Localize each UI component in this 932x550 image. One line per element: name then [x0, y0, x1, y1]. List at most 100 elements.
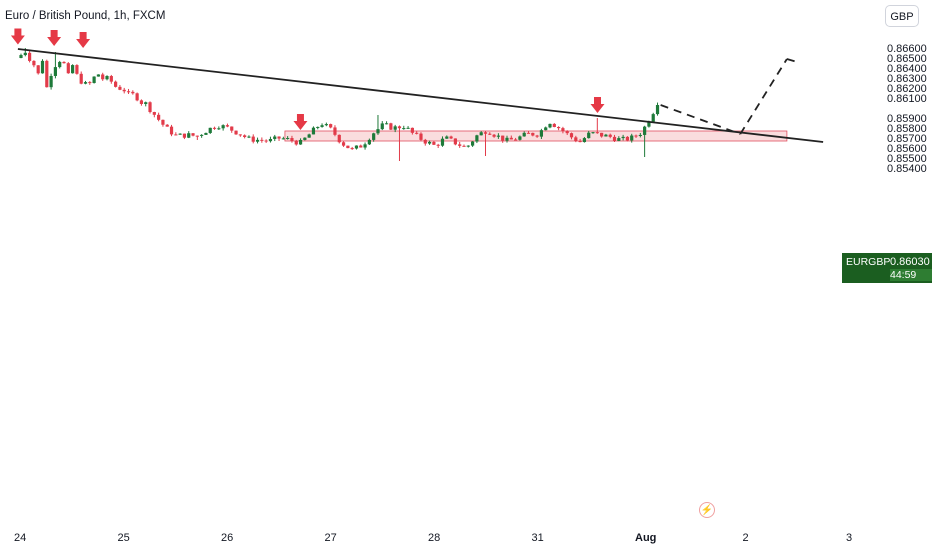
candle [367, 138, 371, 146]
candle [105, 75, 109, 81]
candle [238, 134, 242, 137]
candle [634, 134, 638, 138]
candle-body [281, 138, 285, 140]
candle [135, 92, 139, 102]
candle [260, 137, 264, 143]
candle-body [36, 65, 40, 74]
candle [582, 137, 587, 143]
candle-body [363, 144, 367, 148]
price-tick: 0.85800 [887, 123, 927, 135]
candle [539, 128, 544, 140]
candle-body [311, 127, 316, 135]
candle-body [492, 134, 496, 137]
candle [251, 134, 255, 144]
candle [53, 52, 58, 79]
price-tag-countdown: 44:59 [890, 269, 932, 281]
candle-body [587, 132, 591, 139]
candle-body [427, 141, 432, 144]
candle [638, 132, 642, 138]
candle [152, 111, 156, 118]
candle [230, 126, 234, 133]
candle-body [260, 139, 264, 141]
candle [247, 135, 251, 139]
candle-body [380, 123, 384, 130]
candle [458, 141, 462, 148]
candle [440, 136, 445, 147]
candle [341, 141, 346, 147]
candle [195, 135, 199, 140]
candle-body [612, 136, 617, 141]
candle-body [419, 133, 423, 140]
candle-body [109, 76, 113, 82]
candle-body [410, 127, 414, 133]
candle [363, 142, 367, 150]
candle-body [320, 125, 324, 127]
time-axis[interactable]: 24 25 26 27 28 31 Aug 2 3 [14, 532, 852, 544]
candle [419, 132, 423, 142]
candle [518, 135, 522, 141]
candle-body [316, 126, 320, 128]
candle-body [148, 102, 152, 113]
candle [101, 72, 105, 81]
candle [488, 132, 492, 135]
candle [380, 121, 384, 131]
candle-body [122, 89, 126, 92]
candle [496, 133, 500, 139]
candle [625, 136, 630, 142]
candle-body [617, 138, 621, 141]
candle-body [483, 132, 488, 134]
candle [651, 112, 655, 123]
candle-body [333, 127, 337, 135]
candle [535, 134, 539, 138]
candle-body [92, 76, 96, 84]
candle [350, 146, 354, 150]
candle [303, 137, 307, 141]
candle-body [544, 127, 548, 131]
candle-body [71, 65, 75, 74]
candle-body [561, 128, 565, 132]
lightning-bolt-icon[interactable]: ⚡ [699, 502, 715, 518]
candle-body [83, 82, 88, 84]
candle-body [548, 123, 552, 128]
candle-body [88, 82, 92, 84]
candle-body [139, 100, 144, 104]
candle [600, 132, 604, 138]
candle-body [509, 137, 513, 140]
trendline-line [17, 48, 824, 143]
candle-body [178, 133, 182, 135]
candle-body [277, 136, 281, 139]
candle-body [600, 132, 604, 137]
candle [96, 74, 101, 77]
candle-body [569, 133, 574, 138]
candle [294, 139, 298, 146]
candle [432, 140, 436, 146]
currency-button[interactable]: GBP [885, 5, 919, 27]
candle-body [329, 124, 333, 128]
candle [19, 53, 23, 59]
candle [71, 64, 75, 74]
candle [501, 135, 505, 143]
candle-body [118, 86, 122, 90]
last-price-tag: EURGBP 0.86030 44:59 [842, 253, 932, 283]
candle-body [182, 133, 187, 138]
candle [131, 90, 135, 95]
candle-body [264, 140, 268, 142]
price-tick: 0.86300 [887, 73, 927, 85]
candle [565, 130, 569, 136]
candle-body [165, 124, 169, 127]
candle-body [53, 67, 58, 76]
candle-body [440, 138, 445, 146]
candle [389, 122, 393, 131]
candle [415, 131, 419, 135]
candle [200, 134, 204, 138]
candle-body [458, 144, 462, 146]
candle-body [161, 119, 165, 125]
candle [286, 136, 290, 140]
candle-body [565, 131, 569, 134]
candle-body [432, 141, 436, 145]
candle-body [273, 136, 277, 139]
candle [182, 133, 187, 140]
price-axis[interactable]: 0.866000.865000.864000.863000.862000.861… [887, 43, 927, 175]
candle-body [195, 135, 199, 137]
